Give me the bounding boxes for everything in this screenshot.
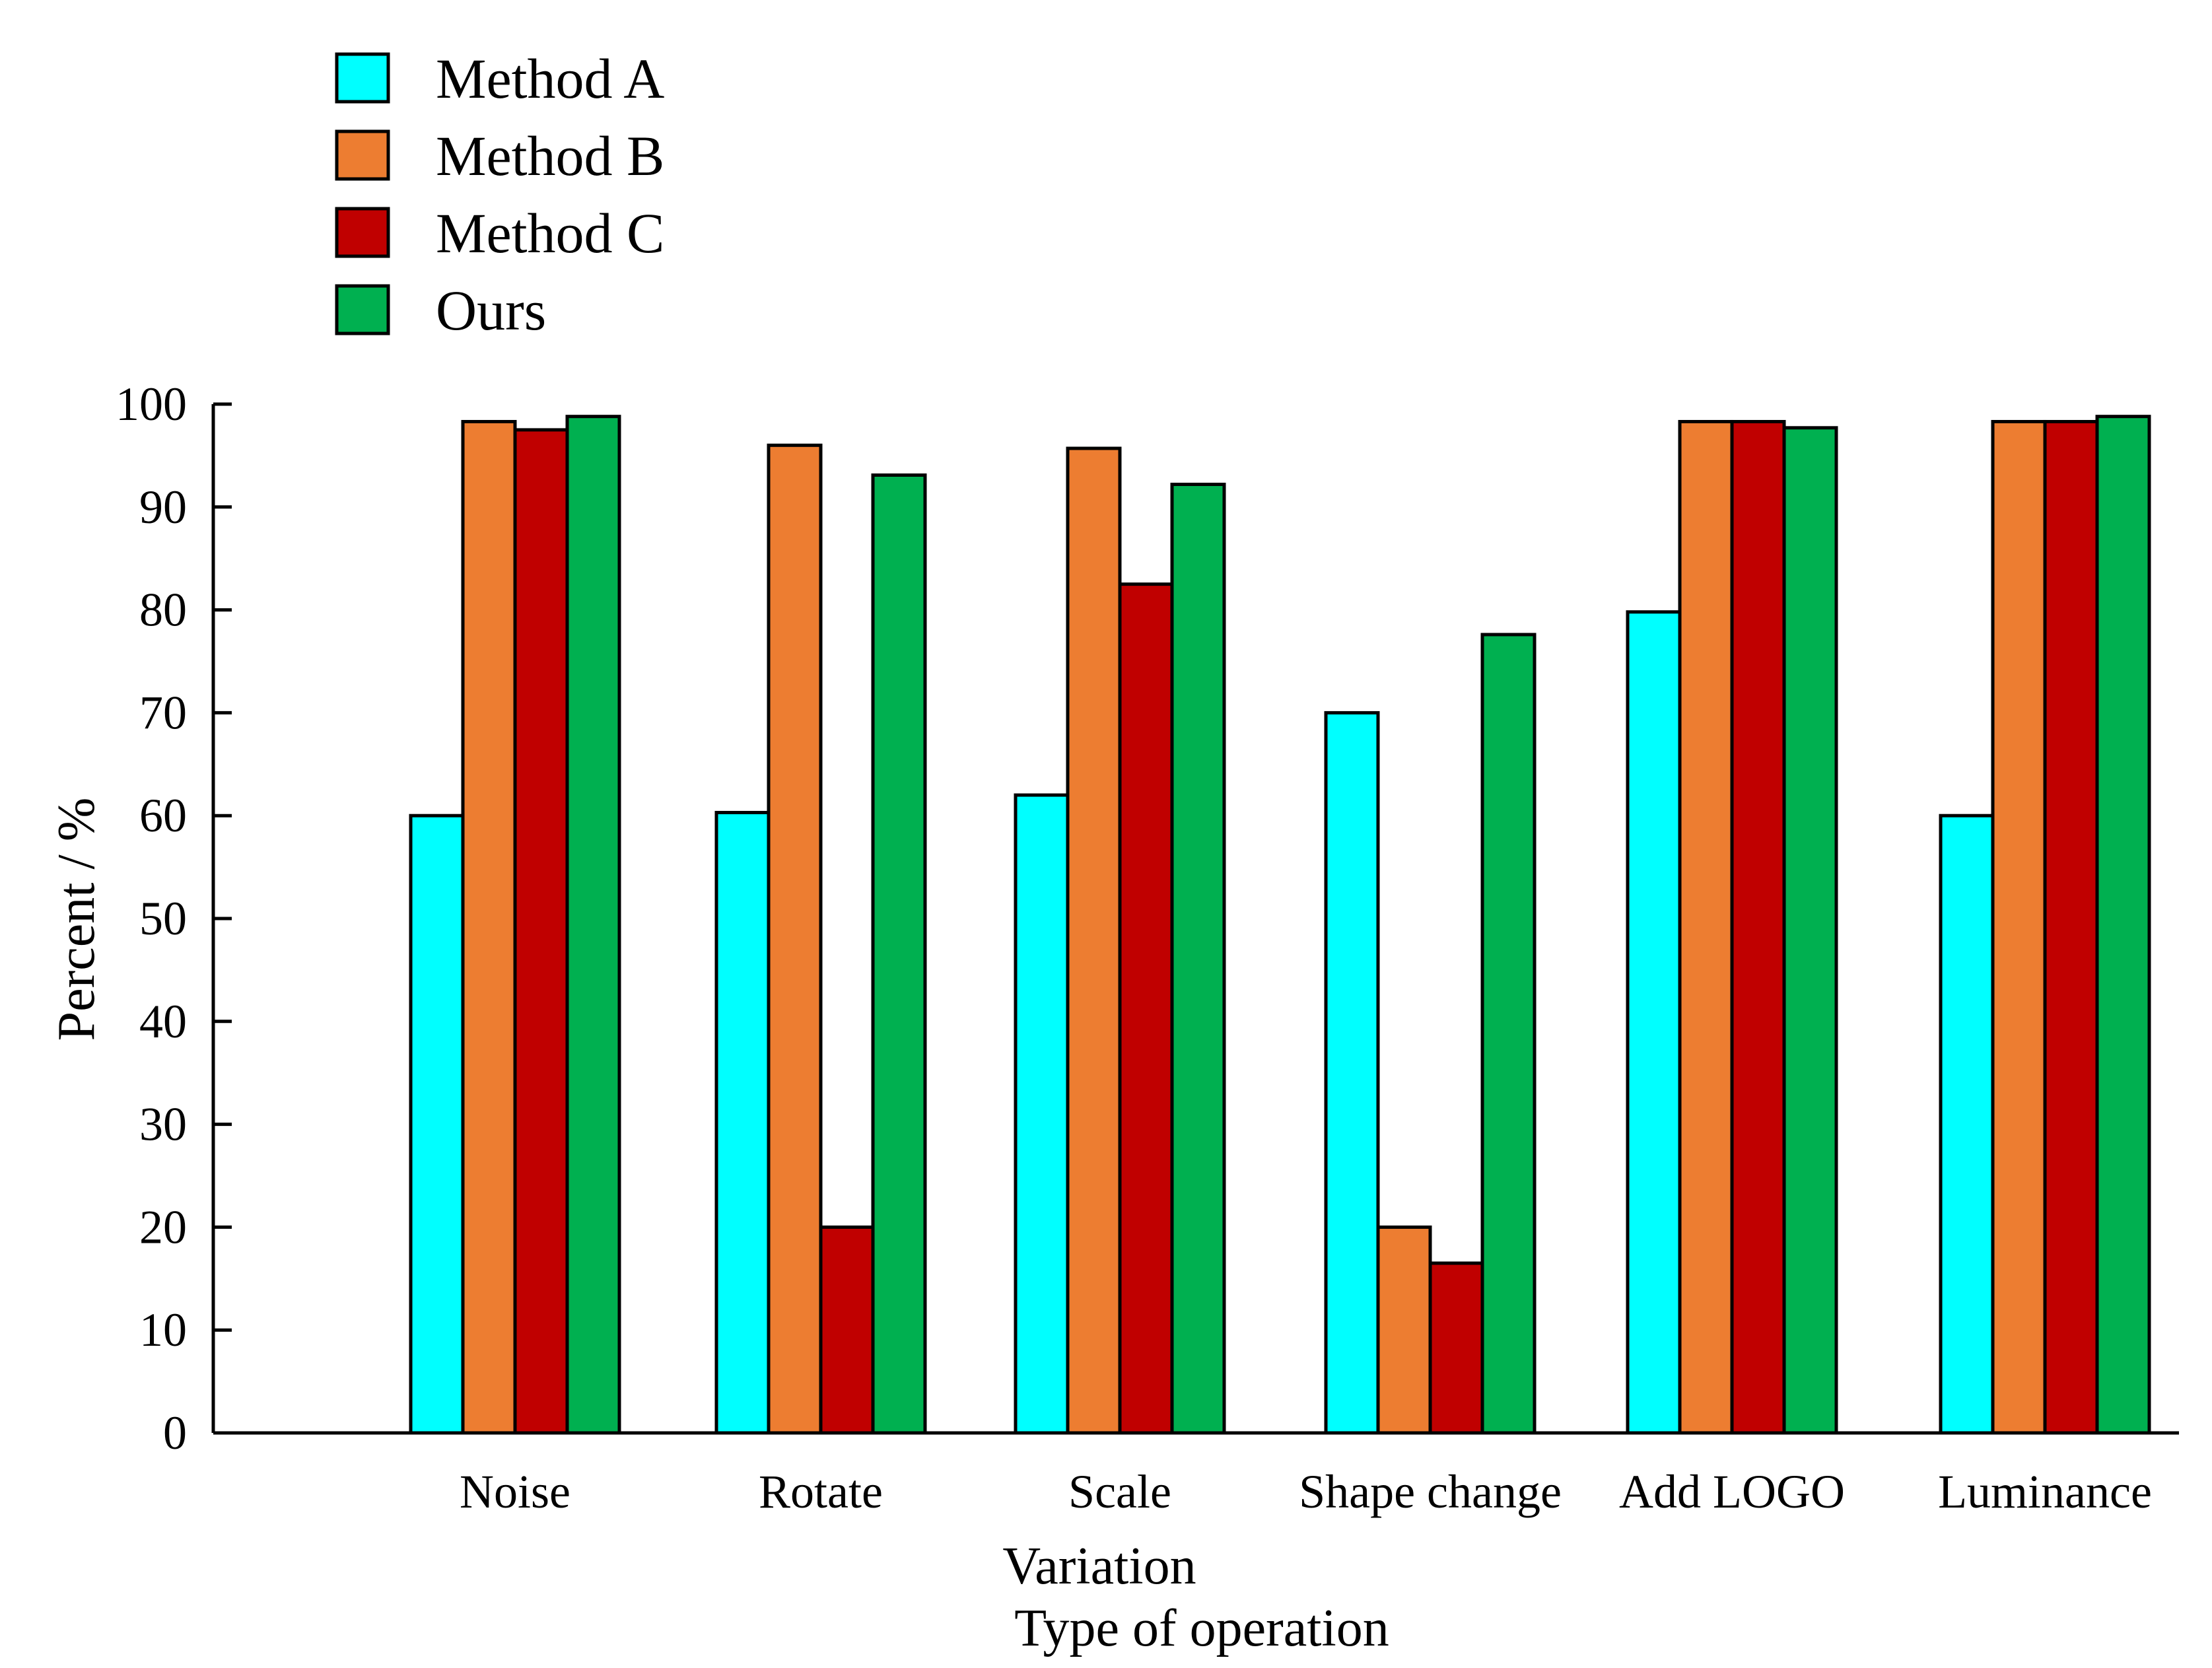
bar-method-b-scale	[1066, 446, 1122, 1435]
x-tick-label: Add LOGO	[1619, 1465, 1845, 1518]
y-tick-label: 10	[139, 1303, 187, 1356]
legend-label: Method B	[436, 124, 664, 188]
bar-method-b-noise	[461, 419, 517, 1435]
y-tick-label: 40	[139, 995, 187, 1048]
legend-swatch	[335, 207, 390, 258]
bar-ours-rotate	[871, 473, 927, 1435]
bar-method-c-shape-change	[1428, 1261, 1484, 1435]
y-tick-label: 30	[139, 1098, 187, 1151]
x-axis-title: Variation	[1002, 1537, 1196, 1595]
y-tick-label: 20	[139, 1200, 187, 1253]
y-axis-title: Percent / %	[48, 798, 106, 1041]
y-tick-label: 50	[139, 892, 187, 945]
y-tick-label: 100	[116, 378, 187, 431]
legend-label: Method C	[436, 201, 664, 265]
x-tick-label: Luminance	[1938, 1465, 2152, 1518]
bar-method-a-luminance	[1939, 814, 1995, 1435]
y-tick-label: 90	[139, 481, 187, 534]
x-tick-label: Shape change	[1299, 1465, 1562, 1518]
bar-method-c-add-logo	[1730, 419, 1786, 1435]
bar-method-b-rotate	[767, 443, 823, 1435]
y-tick-label: 80	[139, 584, 187, 637]
legend-label: Ours	[436, 279, 546, 342]
bar-method-b-shape-change	[1376, 1225, 1432, 1435]
bar-method-c-scale	[1118, 582, 1174, 1435]
bar-ours-scale	[1170, 483, 1226, 1435]
x-tick-label: Rotate	[759, 1465, 883, 1518]
bar-ours-add-logo	[1782, 426, 1838, 1435]
bar-method-c-luminance	[2043, 419, 2099, 1435]
legend: Method A Method B Method C Ours	[335, 47, 664, 342]
bar-ours-noise	[565, 415, 621, 1435]
bar-ours-luminance	[2095, 415, 2151, 1435]
y-tick-label: 60	[139, 789, 187, 842]
y-ticks-group: 0 10 20 30 40 50 60 70 80 90 100	[116, 378, 232, 1459]
bar-method-a-shape-change	[1324, 711, 1380, 1435]
y-tick-label: 0	[163, 1407, 187, 1459]
bar-method-b-luminance	[1991, 419, 2047, 1435]
legend-swatch	[335, 52, 390, 104]
legend-swatch	[335, 129, 390, 181]
bar-ours-shape-change	[1480, 633, 1537, 1435]
bar-method-c-noise	[513, 428, 569, 1435]
bar-method-c-rotate	[819, 1225, 875, 1435]
legend-label: Method A	[436, 47, 664, 110]
bar-method-a-noise	[409, 814, 465, 1435]
bar-method-a-rotate	[714, 811, 771, 1435]
y-tick-label: 70	[139, 686, 187, 739]
x-tick-label: Scale	[1068, 1465, 1171, 1518]
x-tick-label: Noise	[460, 1465, 570, 1518]
bar-method-a-add-logo	[1626, 610, 1682, 1435]
x-ticks-group: Noise Rotate Scale Shape change Add LOGO Lumi…	[460, 1465, 2152, 1518]
bar-method-b-add-logo	[1678, 419, 1734, 1435]
legend-swatch	[335, 284, 390, 335]
bar-method-a-scale	[1014, 793, 1070, 1435]
bars-group	[409, 415, 2151, 1435]
x-axis-subtitle: Type of operation	[1014, 1599, 1389, 1657]
